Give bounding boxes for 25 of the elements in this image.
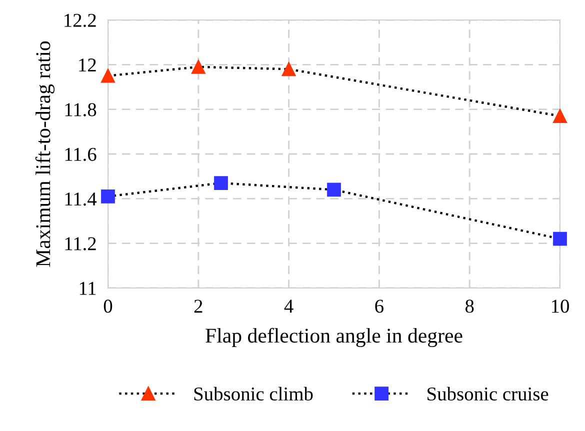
y-axis-title: Maximum lift-to-drag ratio xyxy=(35,41,55,267)
x-tick-label: 4 xyxy=(284,300,294,313)
point xyxy=(327,182,341,197)
y-tick-label: 11.6 xyxy=(65,148,96,162)
x-tick-label: 6 xyxy=(375,300,384,313)
point xyxy=(214,176,228,190)
y-tick-label: 11 xyxy=(80,282,96,295)
y-tick-label: 11.2 xyxy=(65,237,96,250)
x-tick-label: 8 xyxy=(465,300,474,313)
x-tick-label: 0 xyxy=(104,300,112,313)
y-tick-label: 11.8 xyxy=(65,103,96,116)
x-axis-title: Flap deflection angle in degree xyxy=(206,328,462,348)
point xyxy=(191,60,206,74)
x-tick-label: 10 xyxy=(552,300,569,313)
point xyxy=(101,189,115,204)
point xyxy=(553,232,567,246)
legend-label: Subsonic cruise xyxy=(428,386,548,401)
point xyxy=(101,68,115,83)
x-tick-label: 2 xyxy=(194,300,202,313)
y-tick-label: 12.2 xyxy=(64,14,96,28)
y-tick-label: 11.4 xyxy=(65,192,97,206)
point xyxy=(282,62,296,76)
y-tick-label: 12 xyxy=(79,58,96,72)
point xyxy=(553,109,567,123)
legend-label: Subsonic climb xyxy=(194,386,313,401)
